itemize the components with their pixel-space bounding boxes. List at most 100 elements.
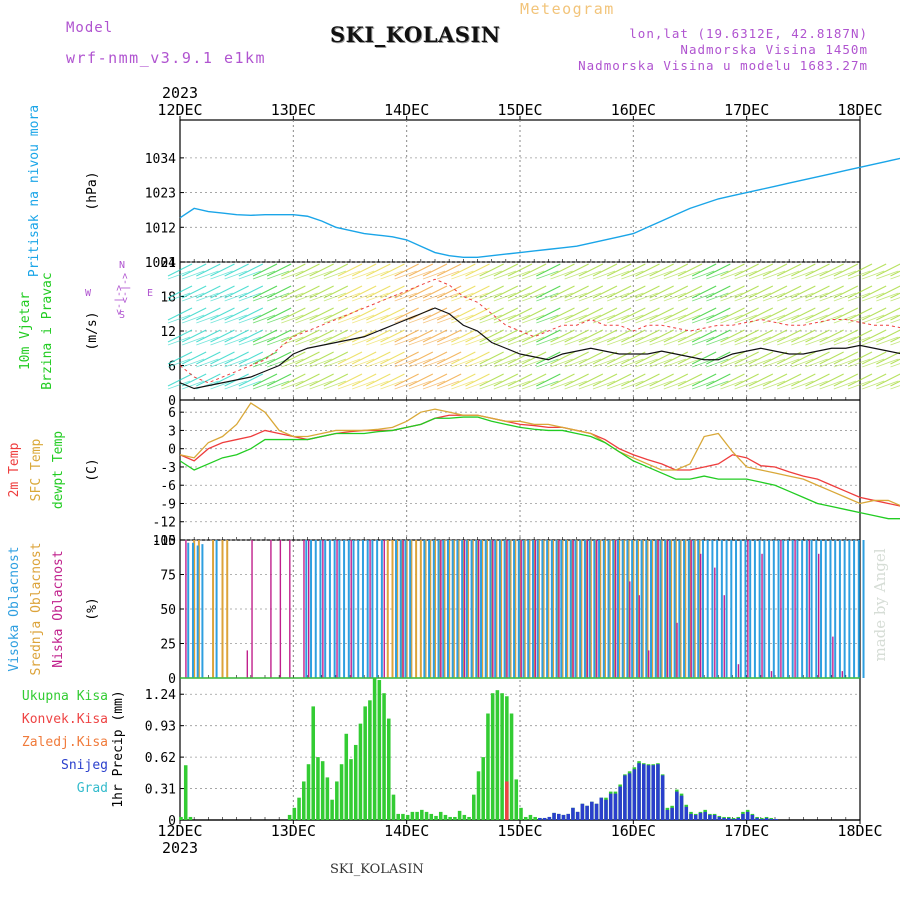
wind-barb bbox=[224, 307, 249, 321]
wind-barb bbox=[309, 292, 332, 302]
wind-barb bbox=[507, 329, 533, 343]
wind-barb bbox=[550, 351, 575, 365]
wind-barb bbox=[281, 351, 306, 365]
wind-barb bbox=[876, 314, 899, 324]
wind-barb bbox=[266, 285, 292, 299]
precip-snow-bar bbox=[547, 816, 552, 820]
wind-barb bbox=[833, 380, 856, 390]
wind-barb bbox=[706, 314, 729, 324]
wind-barb bbox=[762, 307, 788, 321]
wind-barb bbox=[436, 373, 462, 387]
wind-barb bbox=[351, 329, 377, 343]
wind-barb bbox=[550, 292, 573, 302]
precip-snow-bar bbox=[698, 812, 703, 820]
wind-barb bbox=[876, 329, 900, 343]
precip-snow-bar bbox=[727, 817, 731, 820]
precip-total-bar bbox=[523, 816, 528, 820]
wind-barb bbox=[550, 285, 575, 299]
wind-barb bbox=[380, 314, 403, 324]
elevation-info: Nadmorska Visina 1450m bbox=[680, 42, 868, 57]
wind-barb bbox=[408, 263, 434, 277]
wind-barb bbox=[507, 314, 531, 324]
precip-snow-bar bbox=[665, 809, 670, 820]
wind-barb bbox=[861, 373, 887, 387]
y-tick-label: 75 bbox=[160, 569, 176, 584]
wind-barb bbox=[167, 285, 193, 299]
wind-barb bbox=[592, 329, 618, 343]
wind-barb bbox=[252, 263, 278, 277]
wind-barb bbox=[507, 380, 531, 390]
wind-barb bbox=[437, 358, 460, 368]
wind-barb bbox=[536, 285, 561, 299]
wind-barb bbox=[677, 336, 701, 346]
wind-barb bbox=[295, 358, 318, 368]
precip-total-bar bbox=[391, 794, 396, 820]
precip-snow-bar bbox=[764, 817, 769, 820]
model-name: wrf-nmm_v3.9.1 e1km bbox=[66, 49, 267, 67]
wind-barb bbox=[465, 380, 488, 390]
wind-barb bbox=[777, 314, 800, 324]
wind-barb bbox=[748, 307, 774, 321]
wind-barb bbox=[635, 314, 658, 324]
wind-barb bbox=[366, 263, 391, 277]
precip-snow-bar bbox=[689, 813, 693, 820]
precip-snow-bar bbox=[571, 807, 575, 820]
wind-barb bbox=[861, 307, 887, 321]
side-label: Pritisak na nivou mora bbox=[27, 105, 42, 277]
wind-barb bbox=[748, 270, 771, 280]
precip-total-bar bbox=[316, 757, 320, 820]
wind-barb bbox=[167, 270, 191, 280]
wind-barb bbox=[578, 351, 604, 365]
precip-snow-bar bbox=[632, 769, 637, 820]
y-tick-label: -15 bbox=[153, 534, 176, 549]
wind-barb bbox=[394, 292, 417, 302]
wind-barb bbox=[337, 270, 361, 280]
wind-barb bbox=[394, 270, 417, 280]
wind-barb bbox=[776, 307, 802, 321]
wind-barb bbox=[720, 285, 745, 299]
wind-barb bbox=[493, 270, 516, 280]
y-tick-label: 12 bbox=[160, 325, 176, 340]
wind-barb bbox=[351, 351, 377, 365]
precip-snow-bar bbox=[538, 817, 542, 820]
wind-barb bbox=[663, 270, 686, 280]
y-tick-label: -9 bbox=[160, 497, 176, 512]
wind-barb bbox=[182, 314, 205, 324]
wind-barb bbox=[352, 380, 375, 390]
wind-barb bbox=[493, 263, 519, 277]
wind-barb bbox=[833, 292, 856, 302]
wind-barb bbox=[210, 358, 233, 368]
precip-snow-bar bbox=[642, 764, 646, 820]
wind-barb bbox=[224, 270, 247, 280]
wind-barb bbox=[493, 358, 516, 368]
precip-snow-bar bbox=[585, 805, 589, 820]
wind-barb bbox=[366, 380, 389, 390]
wind-barb bbox=[436, 263, 462, 277]
wind-barb bbox=[663, 329, 689, 343]
precip-snow-bar bbox=[760, 818, 764, 820]
wind-barb bbox=[748, 351, 774, 365]
wind-barb bbox=[493, 373, 519, 387]
wind-barb bbox=[408, 285, 434, 299]
wind-barb bbox=[295, 263, 320, 277]
precip-snow-bar bbox=[618, 786, 622, 820]
wind-barb bbox=[635, 380, 658, 390]
wind-barb bbox=[819, 329, 844, 343]
wind-barb bbox=[337, 358, 361, 368]
wind-barb bbox=[776, 285, 802, 299]
precip-snow-bar bbox=[679, 795, 684, 820]
wind-barb bbox=[635, 307, 660, 321]
wind-barb bbox=[550, 307, 575, 321]
bottom-day-label: 12DEC bbox=[157, 822, 202, 840]
wind-barb bbox=[890, 380, 900, 387]
wind-barb bbox=[550, 329, 575, 343]
wind-barb bbox=[762, 358, 786, 368]
wind-barb bbox=[550, 314, 573, 324]
precip-snow-bar bbox=[769, 818, 774, 820]
wind-barb bbox=[607, 314, 630, 324]
wind-barb bbox=[196, 329, 221, 343]
wind-barb bbox=[422, 270, 446, 280]
wind-barb bbox=[266, 263, 292, 277]
wind-barb bbox=[550, 336, 573, 346]
